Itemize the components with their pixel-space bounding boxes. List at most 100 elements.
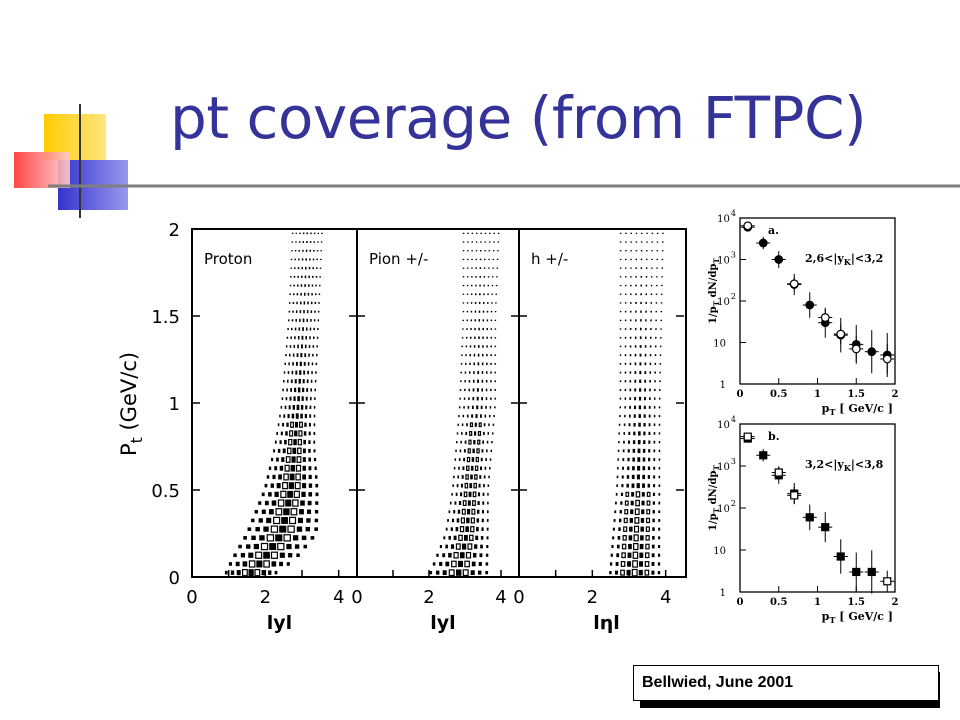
coverage-box bbox=[473, 353, 476, 357]
coverage-box bbox=[310, 319, 312, 322]
coverage-box bbox=[453, 535, 457, 541]
coverage-box bbox=[619, 371, 622, 374]
coverage-box bbox=[274, 570, 278, 575]
coverage-box bbox=[295, 473, 301, 481]
coverage-box bbox=[617, 449, 620, 452]
coverage-box bbox=[625, 258, 627, 261]
coverage-box bbox=[486, 319, 489, 322]
coverage-box bbox=[659, 380, 661, 383]
coverage-box bbox=[466, 456, 471, 463]
coverage-box bbox=[450, 544, 455, 549]
coverage-box bbox=[635, 301, 637, 304]
coverage-box bbox=[276, 483, 281, 489]
coverage-box bbox=[460, 492, 463, 497]
coverage-box bbox=[628, 423, 631, 427]
coverage-box bbox=[301, 335, 304, 340]
coverage-box bbox=[493, 241, 495, 243]
coverage-box bbox=[471, 414, 474, 418]
coverage-box bbox=[466, 465, 470, 471]
coverage-box bbox=[471, 232, 474, 234]
coverage-box bbox=[313, 336, 315, 339]
coverage-box bbox=[264, 500, 269, 506]
coverage-panel-3: h +/- 0 2 4 lηl bbox=[513, 228, 684, 634]
coverage-box bbox=[280, 490, 287, 499]
x-tick-label: 1 bbox=[814, 597, 821, 608]
credit-box: Bellwied, June 2001 bbox=[633, 665, 939, 701]
coverage-box bbox=[479, 284, 481, 287]
coverage-box bbox=[458, 501, 462, 506]
coverage-box bbox=[306, 310, 309, 314]
coverage-box bbox=[635, 319, 637, 322]
coverage-box bbox=[628, 414, 631, 418]
y-tick-label: 10 bbox=[713, 339, 726, 350]
coverage-box bbox=[658, 432, 661, 435]
coverage-box bbox=[477, 439, 481, 445]
coverage-box bbox=[643, 397, 646, 401]
coverage-box bbox=[619, 337, 622, 339]
coverage-box bbox=[640, 310, 642, 313]
coverage-box bbox=[290, 508, 298, 516]
coverage-box bbox=[292, 362, 294, 366]
coverage-box bbox=[281, 457, 285, 462]
coverage-box bbox=[654, 380, 656, 383]
coverage-box bbox=[243, 536, 247, 540]
coverage-box bbox=[477, 570, 482, 575]
coverage-box bbox=[490, 336, 492, 339]
coverage-box bbox=[494, 363, 497, 365]
y-tick-label: 2 bbox=[169, 220, 180, 241]
coverage-box bbox=[462, 232, 465, 234]
coverage-box bbox=[619, 397, 622, 400]
coverage-box bbox=[637, 465, 641, 471]
coverage-box bbox=[641, 492, 645, 497]
coverage-box bbox=[475, 276, 477, 278]
coverage-box bbox=[630, 310, 632, 313]
coverage-box bbox=[618, 423, 621, 426]
coverage-box bbox=[302, 387, 305, 393]
coverage-box bbox=[490, 319, 493, 322]
coverage-box bbox=[294, 379, 297, 384]
coverage-box bbox=[465, 362, 467, 365]
coverage-box bbox=[469, 362, 471, 366]
coverage-box bbox=[295, 413, 299, 419]
coverage-box bbox=[479, 258, 482, 261]
coverage-box bbox=[302, 457, 306, 462]
coverage-box bbox=[486, 328, 488, 331]
coverage-box bbox=[274, 440, 277, 444]
coverage-box bbox=[652, 536, 655, 540]
coverage-box bbox=[288, 553, 293, 558]
coverage-box bbox=[484, 414, 487, 418]
coverage-box bbox=[476, 405, 479, 410]
coverage-box bbox=[290, 421, 294, 428]
coverage-box bbox=[464, 388, 466, 392]
coverage-box bbox=[319, 267, 322, 269]
coverage-box bbox=[457, 475, 460, 479]
coverage-box bbox=[489, 406, 492, 409]
coverage-box bbox=[649, 371, 651, 374]
coverage-box bbox=[646, 232, 648, 234]
coverage-box bbox=[305, 249, 308, 252]
coverage-box bbox=[282, 448, 286, 454]
coverage-box bbox=[475, 232, 478, 234]
coverage-box bbox=[259, 535, 265, 541]
coverage-box bbox=[467, 509, 471, 515]
coverage-box bbox=[475, 267, 477, 269]
coverage-box bbox=[651, 267, 653, 269]
coverage-box bbox=[630, 241, 632, 243]
coverage-box bbox=[635, 284, 637, 287]
coverage-box bbox=[658, 449, 661, 452]
coverage-box bbox=[469, 534, 474, 542]
coverage-box bbox=[261, 570, 266, 576]
coverage-box bbox=[297, 447, 302, 455]
coverage-box bbox=[639, 345, 642, 348]
coverage-box bbox=[302, 241, 305, 243]
coverage-box bbox=[288, 319, 290, 322]
coverage-box bbox=[470, 526, 475, 533]
data-point bbox=[805, 300, 815, 310]
coverage-box bbox=[293, 439, 297, 446]
coverage-box bbox=[294, 387, 297, 393]
coverage-box bbox=[307, 370, 309, 375]
coverage-box bbox=[619, 363, 622, 365]
coverage-box bbox=[303, 431, 307, 436]
coverage-box bbox=[482, 345, 484, 348]
